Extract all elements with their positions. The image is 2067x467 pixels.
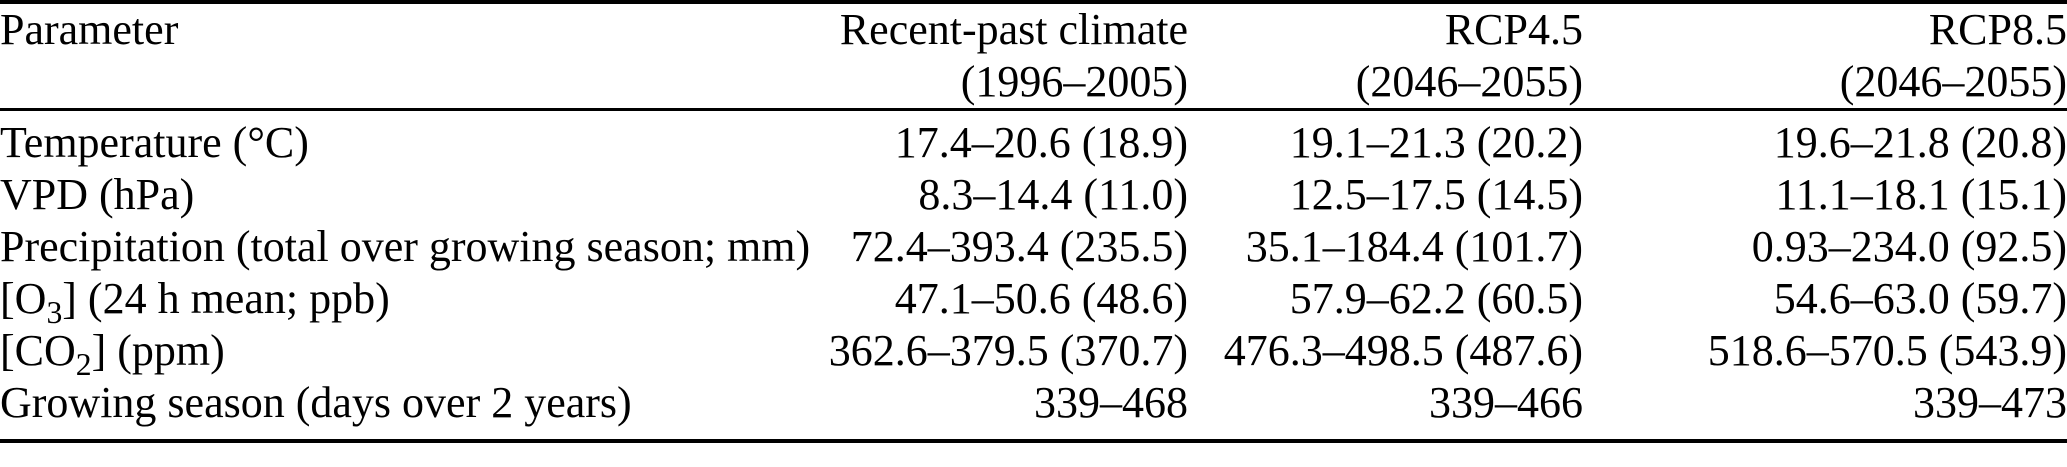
col-header-rcp85-line1: RCP8.5 [1928, 5, 2067, 54]
value-cell-rcp85: 11.1–18.1 (15.1) [1775, 170, 2067, 219]
col-header-recent-past: Recent-past climate (1996–2005) [780, 2, 1188, 111]
col-header-rcp45: RCP4.5 (2046–2055) [1188, 2, 1583, 111]
param-cell: [O3] (24 h mean; ppb) [0, 273, 780, 328]
param-subscript: 3 [46, 294, 63, 330]
table-header: Parameter Recent-past climate (1996–2005… [0, 2, 2067, 111]
col-header-recent-past-line1: Recent-past climate [839, 5, 1188, 54]
value-cell-rcp45: 12.5–17.5 (14.5) [1289, 170, 1583, 219]
param-label: Precipitation (total over growing season… [0, 222, 811, 271]
param-cell: Temperature (°C) [0, 110, 780, 170]
value-cell-recent-past: 8.3–14.4 (11.0) [918, 170, 1188, 219]
param-label: Temperature (°C) [0, 118, 309, 167]
table-body: Temperature (°C) 17.4–20.6 (18.9) 19.1–2… [0, 110, 2067, 442]
value-cell-recent-past: 17.4–20.6 (18.9) [894, 118, 1188, 167]
value-cell-rcp85: 0.93–234.0 (92.5) [1751, 222, 2067, 271]
value-cell-rcp45: 19.1–21.3 (20.2) [1289, 118, 1583, 167]
value-cell-rcp45: 339–466 [1429, 378, 1583, 427]
param-cell: VPD (hPa) [0, 169, 780, 221]
table-row-o3: [O3] (24 h mean; ppb) 47.1–50.6 (48.6) 5… [0, 273, 2067, 328]
param-label: [O [0, 274, 47, 323]
col-header-recent-past-line2: (1996–2005) [960, 57, 1188, 106]
table-row-temperature: Temperature (°C) 17.4–20.6 (18.9) 19.1–2… [0, 110, 2067, 170]
value-cell-rcp85: 54.6–63.0 (59.7) [1773, 274, 2067, 323]
param-label-suffix: ] (24 h mean; ppb) [62, 274, 390, 323]
value-cell-recent-past: 362.6–379.5 (370.7) [828, 326, 1188, 375]
param-cell: Growing season (days over 2 years) [0, 377, 780, 441]
value-cell-recent-past: 339–468 [1034, 378, 1188, 427]
col-header-rcp85-line2: (2046–2055) [1839, 57, 2067, 106]
param-label: Growing season (days over 2 years) [0, 378, 632, 427]
table-row-precipitation: Precipitation (total over growing season… [0, 221, 2067, 273]
col-header-rcp85: RCP8.5 (2046–2055) [1583, 2, 2067, 111]
param-cell: Precipitation (total over growing season… [0, 221, 810, 273]
header-row: Parameter Recent-past climate (1996–2005… [0, 2, 2067, 111]
value-cell-recent-past: 47.1–50.6 (48.6) [894, 274, 1188, 323]
value-cell-rcp45: 476.3–498.5 (487.6) [1223, 326, 1583, 375]
param-label: [CO [0, 326, 76, 375]
value-cell-rcp85: 339–473 [1913, 378, 2067, 427]
param-subscript: 2 [75, 346, 92, 382]
value-cell-rcp45: 35.1–184.4 (101.7) [1245, 222, 1583, 271]
value-cell-rcp85: 518.6–570.5 (543.9) [1707, 326, 2067, 375]
col-header-rcp45-line1: RCP4.5 [1444, 5, 1583, 54]
table-row-vpd: VPD (hPa) 8.3–14.4 (11.0) 12.5–17.5 (14.… [0, 169, 2067, 221]
param-cell: [CO2] (ppm) [0, 325, 780, 380]
value-cell-rcp45: 57.9–62.2 (60.5) [1289, 274, 1583, 323]
param-label: VPD (hPa) [0, 170, 195, 219]
col-header-parameter-label: Parameter [0, 5, 179, 54]
value-cell-rcp85: 19.6–21.8 (20.8) [1773, 118, 2067, 167]
climate-parameters-table: Parameter Recent-past climate (1996–2005… [0, 0, 2067, 443]
table-row-growing-season: Growing season (days over 2 years) 339–4… [0, 377, 2067, 441]
col-header-parameter: Parameter [0, 2, 780, 111]
col-header-rcp45-line2: (2046–2055) [1355, 57, 1583, 106]
value-cell-recent-past: 72.4–393.4 (235.5) [850, 222, 1188, 271]
table-row-co2: [CO2] (ppm) 362.6–379.5 (370.7) 476.3–49… [0, 325, 2067, 380]
param-label-suffix: ] (ppm) [91, 326, 225, 375]
